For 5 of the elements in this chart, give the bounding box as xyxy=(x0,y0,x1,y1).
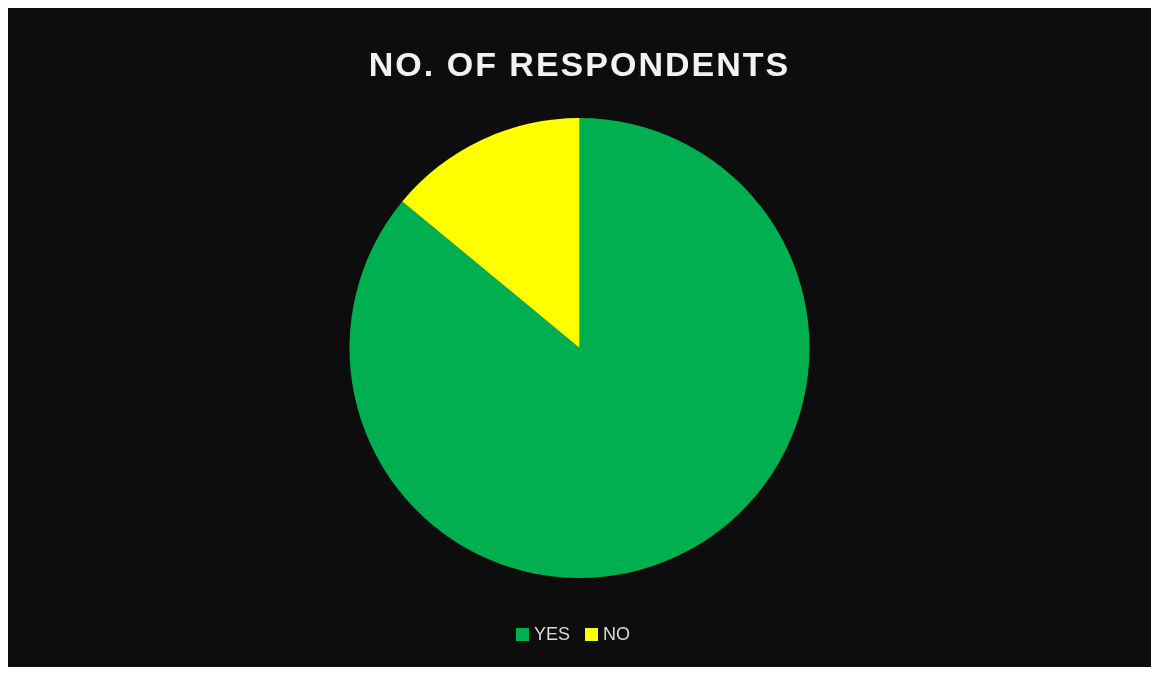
legend-label: YES xyxy=(534,624,571,644)
chart-title: NO. OF RESPONDENTS xyxy=(368,45,791,83)
pie-slice xyxy=(402,118,580,348)
pie-slice xyxy=(349,118,810,578)
legend-label: NO xyxy=(603,624,630,644)
